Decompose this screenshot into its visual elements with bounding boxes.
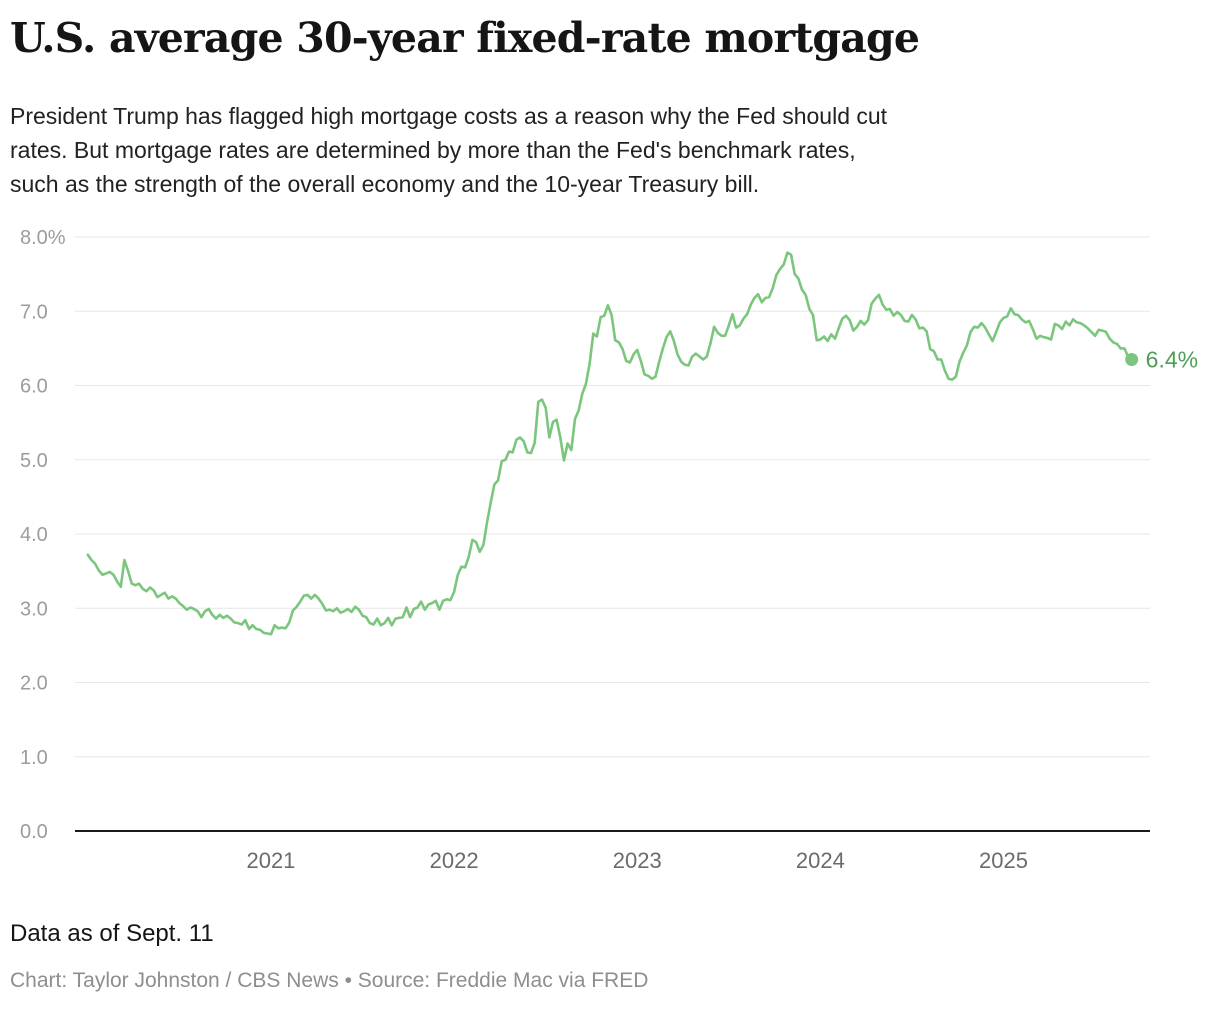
page-title: U.S. average 30-year fixed-rate mortgage (10, 14, 920, 62)
y-tick-label: 0.0 (20, 821, 48, 843)
rate-line (86, 251, 1133, 636)
y-tick-label: 7.0 (20, 301, 48, 323)
y-tick-label: 5.0 (20, 450, 48, 472)
y-tick-label: 2.0 (20, 673, 48, 695)
chart-subtitle: President Trump has flagged high mortgag… (10, 99, 1215, 201)
y-tick-label: 8.0% (20, 227, 66, 249)
subtitle-line-2: rates. But mortgage rates are determined… (10, 137, 856, 163)
line-chart-area: 0.0 1.0 2.0 3.0 4.0 5.0 6.0 7.0 8.0% 2021 2022 2023… (0, 220, 1220, 880)
y-tick-label: 6.0 (20, 376, 48, 398)
y-tick-label: 1.0 (20, 747, 48, 769)
mortgage-rate-line-chart: 0.0 1.0 2.0 3.0 4.0 5.0 6.0 7.0 8.0% 2021 2022 2023… (20, 227, 1198, 873)
x-tick-label: 2023 (613, 848, 662, 873)
end-value-label: 6.4% (1146, 347, 1198, 373)
x-tick-label: 2025 (979, 848, 1028, 873)
chart-credit: Chart: Taylor Johnston / CBS News • Sour… (10, 969, 649, 992)
data-as-of-note: Data as of Sept. 11 (10, 920, 214, 947)
y-tick-label: 4.0 (20, 524, 48, 546)
end-point-dot (1125, 353, 1139, 367)
subtitle-line-1: President Trump has flagged high mortgag… (10, 103, 888, 129)
x-tick-label: 2024 (796, 848, 845, 873)
x-tick-label: 2021 (246, 848, 295, 873)
x-tick-label: 2022 (430, 848, 479, 873)
y-tick-label: 3.0 (20, 598, 48, 620)
subtitle-line-3: such as the strength of the overall econ… (10, 171, 760, 197)
